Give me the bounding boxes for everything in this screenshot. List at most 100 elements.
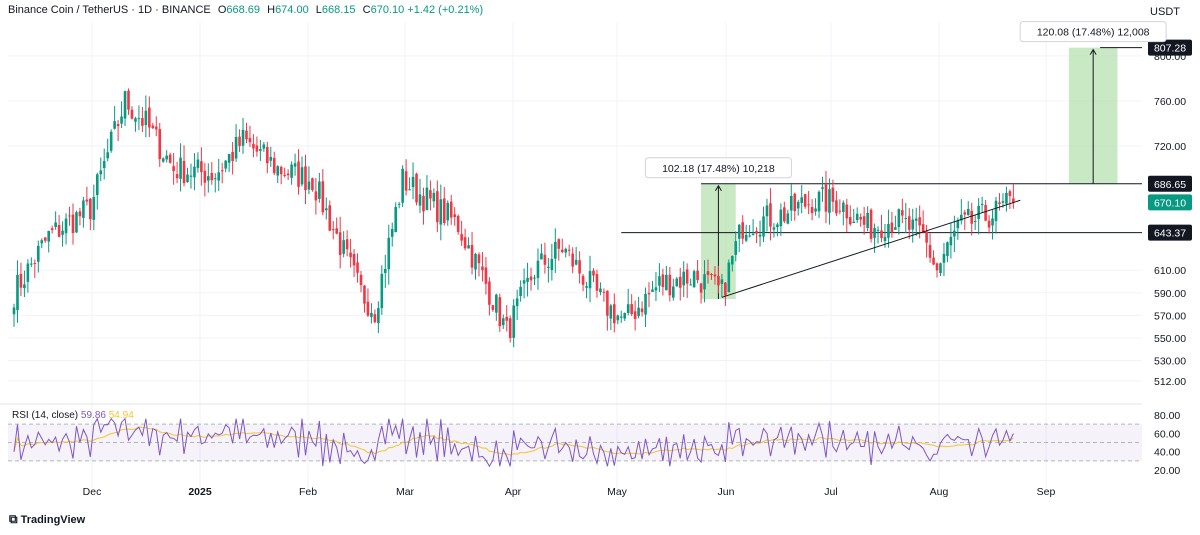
measure-label: 120.08 (17.48%) 12,008	[1037, 27, 1150, 39]
candle-body	[585, 286, 588, 288]
candle-body	[85, 199, 89, 202]
candle-body	[647, 292, 651, 295]
candle-body	[602, 291, 606, 293]
candle-body	[734, 241, 738, 255]
candle-body	[175, 174, 179, 179]
low-label: L	[315, 4, 322, 16]
tradingview-logo-icon: ⧉	[9, 512, 18, 526]
candle-body	[446, 202, 450, 221]
symbol-title: Binance Coin / TetherUS · 1D · BINANCE	[8, 4, 211, 16]
candle-body	[873, 227, 876, 238]
time-tick-label: Sep	[1037, 486, 1056, 498]
price-tag-box	[1148, 39, 1192, 56]
candle-body	[498, 297, 502, 327]
candle-body	[50, 228, 54, 231]
candle-body	[71, 214, 75, 234]
candle-body	[678, 276, 682, 288]
candle-body	[92, 197, 96, 220]
candle-body	[706, 271, 710, 275]
currency-label[interactable]: USDT	[1150, 6, 1180, 18]
candle-body	[994, 200, 998, 221]
candle-body	[488, 281, 491, 305]
candle-body	[1005, 192, 1008, 204]
candle-body	[401, 168, 404, 203]
price-tick-label: 760.00	[1154, 96, 1186, 108]
candle-body	[12, 307, 16, 315]
candle-body	[352, 253, 356, 266]
time-tick-label: Feb	[299, 486, 317, 498]
price-tag: 686.65	[1154, 179, 1186, 191]
candle-body	[779, 209, 783, 227]
candle-body	[963, 212, 967, 215]
rsi-tick-label: 80.00	[1154, 410, 1180, 422]
candle-body	[408, 189, 411, 191]
candle-body	[474, 253, 477, 270]
candle-body	[477, 254, 481, 264]
candle-body	[463, 237, 467, 249]
candle-body	[630, 304, 633, 315]
candle-body	[397, 203, 401, 205]
rsi-tick-label: 20.00	[1154, 465, 1180, 477]
candle-body	[404, 171, 408, 191]
candle-body	[894, 227, 897, 230]
candle-body	[862, 216, 866, 225]
candle-body	[1001, 201, 1005, 203]
candle-body	[75, 212, 78, 233]
time-tick-label: Apr	[505, 486, 522, 498]
price-tick-label: 570.00	[1154, 310, 1186, 322]
candle-body	[33, 263, 37, 265]
candle-body	[318, 181, 321, 199]
candle-body	[116, 124, 120, 127]
price-tags: 807.28 686.65 670.10 643.37	[1148, 39, 1192, 241]
candle-body	[560, 249, 564, 253]
grid	[0, 22, 1142, 488]
candle-body	[665, 274, 668, 291]
candle-body	[363, 285, 366, 304]
open-value: 668.69	[226, 4, 261, 16]
time-tick-label: Aug	[930, 486, 949, 498]
candle-body	[578, 260, 581, 274]
candle-body	[672, 286, 675, 298]
candle-body	[564, 248, 568, 253]
candle-body	[481, 266, 484, 271]
candle-body	[789, 195, 793, 211]
candle-body	[19, 273, 23, 288]
rsi-tick-label: 40.00	[1154, 447, 1180, 459]
candle-body	[224, 160, 227, 169]
candle-body	[869, 209, 873, 239]
candle-body	[956, 220, 960, 229]
candle-body	[484, 267, 488, 284]
open-label: O	[217, 4, 227, 16]
candle-body	[748, 235, 751, 237]
rsi-ma-value: 54.94	[108, 410, 134, 421]
price-tick-label: 590.00	[1154, 288, 1186, 300]
candle-body	[456, 215, 460, 232]
price-tag: 670.10	[1154, 197, 1186, 209]
trendline[interactable]	[721, 199, 1021, 298]
candle-body	[880, 230, 883, 238]
candle-body	[512, 305, 515, 338]
candle-body	[984, 204, 987, 221]
candle-body	[592, 270, 595, 276]
candle-body	[651, 289, 654, 292]
candle-body	[141, 118, 144, 126]
candle-body	[418, 194, 422, 206]
candle-body	[904, 218, 908, 220]
candle-body	[637, 307, 640, 317]
candle-body	[186, 174, 189, 183]
candle-body	[259, 149, 262, 151]
candle-body	[148, 107, 151, 128]
tradingview-brand[interactable]: ⧉ TradingView	[9, 512, 85, 527]
rsi-pane	[8, 417, 1142, 468]
candle-body	[897, 209, 901, 228]
candle-body	[1012, 198, 1015, 203]
time-tick-label: May	[607, 486, 628, 498]
candle-body	[300, 167, 304, 185]
rsi-ma-line	[13, 426, 1014, 456]
candle-body	[370, 312, 373, 317]
candle-body	[161, 158, 165, 162]
candle-body	[581, 275, 585, 285]
candle-body	[130, 109, 134, 119]
candle-body	[987, 220, 991, 228]
